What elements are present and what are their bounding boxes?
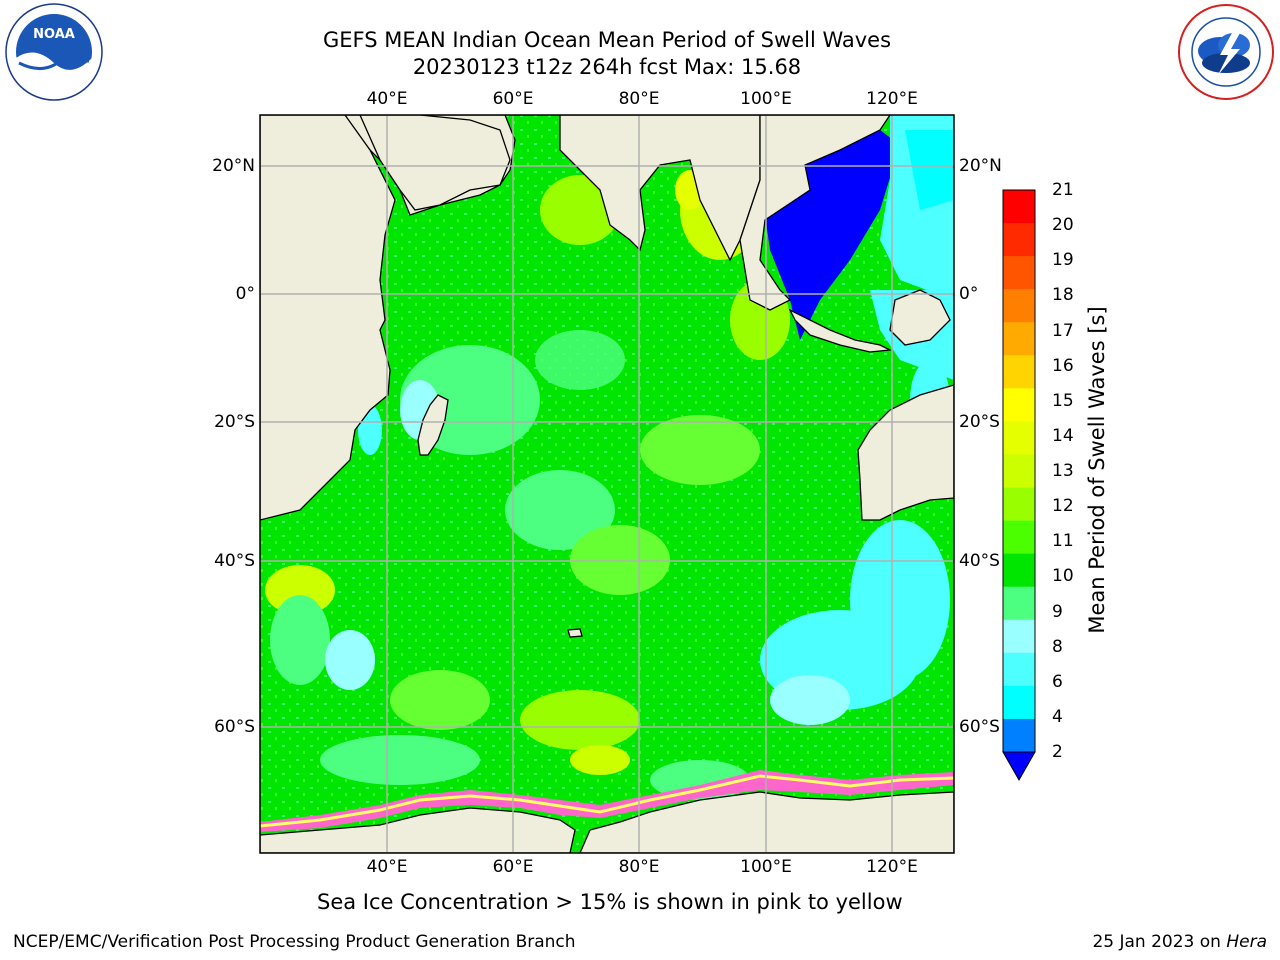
lat-tick-right: 40°S (959, 551, 1000, 571)
lat-tick-left: 20°N (212, 156, 255, 176)
noaa-logo-text: NOAA (33, 27, 75, 42)
colorbar-tick-label: 10 (1052, 566, 1074, 587)
footer-host: Hera (1226, 932, 1267, 952)
colorbar-tick-label: 14 (1052, 425, 1074, 446)
lat-tick-left: 60°S (214, 717, 255, 737)
lon-tick-top: 80°E (618, 89, 660, 109)
colorbar-tick-label: 21 (1052, 180, 1074, 200)
lon-tick-top: 100°E (740, 89, 792, 109)
footer-right: 25 Jan 2023 on Hera (1092, 932, 1267, 952)
lon-tick-top: 40°E (366, 89, 408, 109)
colorbar-tick-label: 11 (1052, 531, 1074, 552)
colorbar-band (1003, 553, 1035, 588)
colorbar-tick-label: 17 (1052, 320, 1074, 341)
colorbar-band (1003, 421, 1035, 455)
colorbar-band (1003, 685, 1035, 720)
colorbar-band (1003, 652, 1035, 687)
colorbar-band (1003, 223, 1035, 257)
lat-tick-left: 40°S (214, 551, 255, 571)
lon-tick-top: 120°E (866, 89, 918, 109)
colorbar-frame (1002, 189, 1036, 753)
colorbar-tick-label: 2 (1052, 742, 1063, 762)
colorbar-tick-label: 18 (1052, 285, 1074, 306)
colorbar-band (1003, 289, 1035, 323)
colorbar-band (1003, 520, 1035, 555)
colorbar-tick-label: 4 (1052, 706, 1063, 727)
footer-left: NCEP/EMC/Verification Post Processing Pr… (13, 932, 576, 952)
lat-tick-right: 0° (959, 284, 979, 304)
colorbar-extend-arrow (1002, 751, 1036, 782)
colorbar-tick-label: 20 (1052, 215, 1074, 236)
colorbar-tick-label: 9 (1052, 601, 1063, 622)
lon-tick-bottom: 60°E (492, 857, 534, 877)
lon-tick-top: 60°E (492, 89, 534, 109)
lon-tick-bottom: 120°E (866, 857, 918, 877)
sea-ice-note: Sea Ice Concentration > 15% is shown in … (317, 890, 903, 914)
colorbar-tick-label: 13 (1052, 461, 1074, 481)
lat-tick-right: 20°S (959, 412, 1000, 432)
chart-subtitle: 20230123 t12z 264h fcst Max: 15.68 (412, 55, 802, 79)
colorbar-band (1003, 454, 1035, 489)
colorbar-band (1003, 619, 1035, 654)
colorbar-band (1003, 322, 1035, 356)
colorbar-tick-label: 6 (1052, 671, 1063, 692)
lon-tick-bottom: 100°E (740, 857, 792, 877)
noaa-logo: NOAA (5, 3, 103, 101)
graticule (260, 115, 954, 853)
map-frame (259, 114, 955, 854)
colorbar-band (1003, 190, 1035, 224)
lon-tick-bottom: 80°E (618, 857, 660, 877)
colorbar (1002, 189, 1036, 782)
colorbar-band (1003, 355, 1035, 389)
lat-tick-right: 60°S (959, 717, 1000, 737)
colorbar-band (1003, 256, 1035, 290)
colorbar-tick-label: 8 (1052, 636, 1063, 657)
colorbar-tick-label: 12 (1052, 496, 1074, 517)
chart-title: GEFS MEAN Indian Ocean Mean Period of Sw… (322, 28, 892, 52)
colorbar-tick-label: 16 (1052, 355, 1074, 376)
colorbar-band (1003, 586, 1035, 621)
colorbar-band (1003, 718, 1035, 753)
nws-logo (1178, 4, 1274, 100)
lat-tick-left: 20°S (214, 412, 255, 432)
footer-date: 25 Jan 2023 on (1092, 932, 1227, 952)
colorbar-label: Mean Period of Swell Waves [s] (1085, 306, 1109, 634)
colorbar-tick-label: 15 (1052, 390, 1074, 411)
colorbar-band (1003, 487, 1035, 522)
lat-tick-left: 0° (235, 284, 255, 304)
colorbar-tick-label: 19 (1052, 250, 1074, 271)
land-masses (260, 115, 954, 853)
colorbar-band (1003, 388, 1035, 422)
sea-ice-band (260, 770, 954, 832)
lon-tick-bottom: 40°E (366, 857, 408, 877)
lat-tick-right: 20°N (959, 156, 1002, 176)
